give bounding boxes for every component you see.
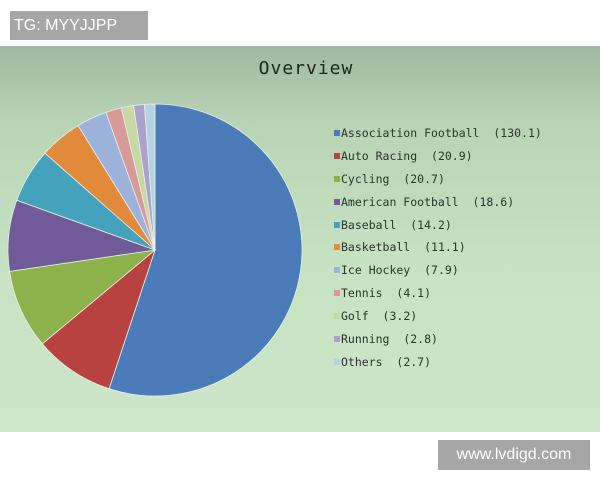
legend-item: Others (2.7) <box>334 355 542 378</box>
paren-open: ( <box>389 171 411 186</box>
legend-value: 3.2 <box>389 309 411 324</box>
legend-value: 130.1 <box>500 126 535 140</box>
paren-close: ) <box>534 126 542 140</box>
legend-swatch <box>334 198 340 205</box>
paren-close: ) <box>507 194 515 209</box>
legend-value: 20.9 <box>437 148 466 163</box>
paren-open: ( <box>410 263 432 278</box>
paren-close: ) <box>458 240 466 255</box>
chart-title: Overview <box>258 58 354 79</box>
legend-item: American Football (18.6) <box>334 195 542 218</box>
legend-value: 20.7 <box>410 171 438 186</box>
paren-close: ) <box>465 148 473 163</box>
legend-item: Running (2.8) <box>334 332 542 355</box>
paren-open: ( <box>382 286 404 301</box>
pie-slice-cycling <box>9 249 157 345</box>
paren-close: ) <box>431 332 438 347</box>
watermark-bottom-right: www.lvdigd.com <box>438 440 590 470</box>
legend-label: Others <box>341 354 383 369</box>
pie-slice-others <box>144 103 156 251</box>
legend-swatch <box>334 358 340 365</box>
legend-item: Baseball (14.2) <box>334 218 542 241</box>
legend-swatch <box>334 175 340 182</box>
paren-open: ( <box>417 148 438 163</box>
legend-swatch <box>334 152 340 159</box>
pie-slice-auto-racing <box>41 248 156 390</box>
legend-item: Golf (3.2) <box>334 309 542 332</box>
legend-label: Ice Hockey <box>341 263 411 278</box>
legend-value: 14.2 <box>417 217 445 232</box>
legend-label: Baseball <box>341 217 397 232</box>
legend-value: 7.9 <box>431 263 452 278</box>
paren-close: ) <box>444 217 452 232</box>
legend-label: Basketball <box>341 240 411 255</box>
legend-label: Cycling <box>341 171 390 186</box>
paren-close: ) <box>410 309 418 324</box>
paren-open: ( <box>389 332 411 347</box>
legend-item: Basketball (11.1) <box>334 240 542 263</box>
legend-value: 2.8 <box>410 332 432 347</box>
paren-open: ( <box>410 240 432 255</box>
legend-label: American Football <box>341 194 459 209</box>
legend-label: Auto Racing <box>341 148 418 163</box>
legend: Association Football (130.1) Auto Racing … <box>334 126 542 378</box>
paren-open: ( <box>382 354 404 369</box>
legend-item: Ice Hockey (7.9) <box>334 263 542 286</box>
legend-item: Cycling (20.7) <box>334 172 542 195</box>
paren-open: ( <box>368 309 390 324</box>
paren-open: ( <box>396 217 418 232</box>
legend-swatch <box>334 290 340 297</box>
legend-value: 11.1 <box>431 240 459 255</box>
legend-label: Tennis <box>341 286 383 301</box>
paren-open: ( <box>458 194 480 209</box>
legend-label: Golf <box>341 309 369 324</box>
legend-swatch <box>334 336 340 343</box>
legend-item: Association Football (130.1) <box>334 126 542 149</box>
paren-close: ) <box>424 354 432 369</box>
legend-item: Tennis (4.1) <box>334 286 542 309</box>
legend-swatch <box>334 267 340 274</box>
legend-item: Auto Racing (20.9) <box>334 149 542 172</box>
legend-swatch <box>334 313 340 320</box>
watermark-top-left: TG: MYYJJPP <box>10 11 148 40</box>
legend-value: 18.6 <box>479 194 508 209</box>
paren-open: ( <box>479 126 501 140</box>
legend-label: Running <box>341 332 390 347</box>
legend-value: 2.7 <box>403 354 425 369</box>
paren-close: ) <box>451 263 459 278</box>
pie-chart <box>7 103 303 397</box>
paren-close: ) <box>424 286 432 301</box>
legend-label: Association Football <box>341 126 480 140</box>
legend-swatch <box>334 221 340 228</box>
pie-slice-association-football <box>108 103 303 397</box>
legend-swatch <box>334 130 340 136</box>
paren-close: ) <box>437 171 445 186</box>
legend-value: 4.1 <box>403 286 425 301</box>
legend-swatch <box>334 244 340 251</box>
